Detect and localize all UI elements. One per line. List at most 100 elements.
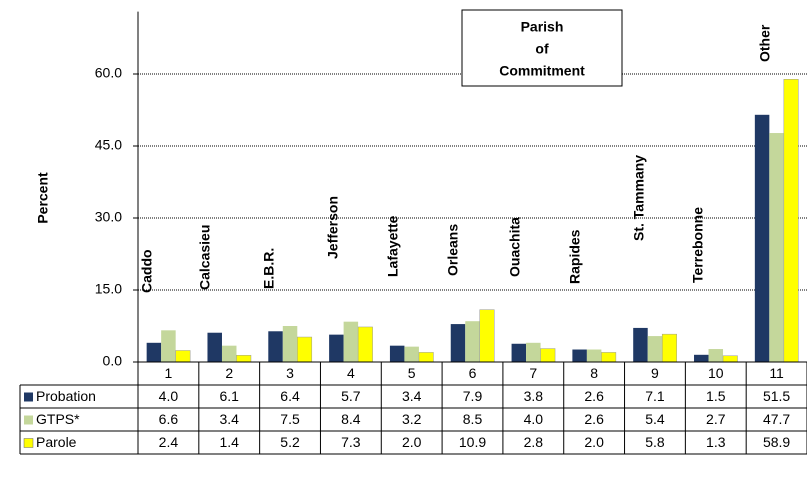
bar: [418, 352, 434, 363]
x-tick-label: 1: [165, 365, 173, 381]
y-axis-label: Percent: [35, 172, 51, 224]
table-value: 2.4: [159, 434, 179, 450]
bar: [647, 336, 663, 362]
table-value: 5.2: [280, 434, 300, 450]
table-value: 2.0: [584, 434, 604, 450]
bar: [404, 346, 419, 362]
parish-label: Terrebonne: [690, 207, 706, 283]
chart-title: of: [535, 41, 549, 57]
bar: [329, 334, 344, 362]
bar: [754, 114, 770, 362]
bar: [479, 309, 495, 363]
x-tick-label: 9: [651, 365, 659, 381]
legend-label: GTPS*: [36, 411, 80, 427]
table-value: 6.6: [159, 411, 179, 427]
bar: [389, 345, 405, 362]
parish-label: Jefferson: [325, 196, 341, 259]
table-value: 4.0: [524, 411, 544, 427]
table-value: 10.9: [459, 434, 486, 450]
x-tick-label: 11: [769, 365, 784, 381]
legend-marker: [23, 438, 34, 448]
title-box: [461, 9, 623, 87]
x-tick-label: 7: [529, 365, 537, 381]
bar: [268, 331, 283, 362]
bar: [661, 333, 677, 363]
bar: [343, 321, 359, 362]
table-value: 4.0: [159, 388, 179, 404]
bar: [146, 342, 162, 362]
bar: [450, 324, 466, 362]
legend-marker: [24, 415, 33, 425]
parish-label: Caddo: [139, 249, 155, 293]
table-value: 1.3: [706, 434, 726, 450]
x-tick-label: 5: [408, 365, 416, 381]
table-value: 1.5: [706, 388, 726, 404]
bar: [207, 332, 222, 362]
table-value: 5.8: [645, 434, 665, 450]
x-tick-label: 3: [286, 365, 294, 381]
parish-label: Other: [757, 24, 773, 62]
y-tick-label: 30.0: [95, 209, 122, 225]
bar: [586, 349, 602, 362]
parish-label: Calcasieu: [197, 225, 213, 290]
x-tick-label: 6: [469, 365, 477, 381]
y-tick-label: 60.0: [95, 65, 122, 81]
chart-title: Commitment: [499, 63, 585, 79]
parish-label: Ouachita: [507, 217, 523, 277]
parish-label: Lafayette: [385, 215, 401, 277]
table-value: 7.9: [463, 388, 483, 404]
x-tick-label: 2: [225, 365, 233, 381]
chart-title: Parish: [521, 19, 564, 35]
bar: [633, 327, 648, 362]
table-value: 7.3: [341, 434, 361, 450]
parish-label: Orleans: [445, 224, 461, 276]
x-tick-label: 4: [347, 365, 355, 381]
table-value: 51.5: [763, 388, 790, 404]
table-value: 7.5: [280, 411, 300, 427]
table-value: 6.4: [280, 388, 300, 404]
legend-label: Probation: [36, 388, 96, 404]
bar: [722, 355, 738, 363]
table-value: 2.6: [584, 388, 604, 404]
x-tick-label: 8: [590, 365, 598, 381]
table-value: 5.4: [645, 411, 665, 427]
parish-label: E.B.R.: [261, 248, 277, 289]
y-tick-label: 0.0: [103, 353, 123, 369]
x-tick-label: 10: [708, 365, 724, 381]
bar: [783, 79, 799, 363]
table-value: 58.9: [763, 434, 790, 450]
table-value: 6.1: [219, 388, 239, 404]
bar: [465, 321, 480, 362]
parish-label: Rapides: [567, 229, 583, 284]
table-value: 3.2: [402, 411, 422, 427]
bar: [161, 330, 176, 362]
y-tick-label: 45.0: [95, 137, 122, 153]
table-value: 2.8: [524, 434, 544, 450]
table-value: 3.8: [524, 388, 544, 404]
table-value: 8.4: [341, 411, 361, 427]
bar: [282, 326, 298, 362]
legend-marker: [24, 392, 33, 402]
bar: [526, 342, 541, 362]
bar: [572, 349, 587, 362]
table-value: 2.0: [402, 434, 422, 450]
table-value: 1.4: [219, 434, 239, 450]
bar: [511, 343, 527, 362]
bar: [769, 133, 784, 362]
bar: [694, 354, 709, 362]
table-value: 47.7: [763, 411, 790, 427]
table-value: 7.1: [645, 388, 665, 404]
y-tick-label: 15.0: [95, 281, 122, 297]
bar: [297, 336, 313, 363]
bar: [601, 352, 617, 363]
bar: [175, 350, 191, 363]
table-value: 5.7: [341, 388, 361, 404]
table-value: 3.4: [219, 411, 239, 427]
bar: [708, 349, 724, 362]
bar: [540, 348, 556, 363]
bar: [221, 345, 237, 362]
bar: [236, 355, 252, 363]
table-value: 3.4: [402, 388, 422, 404]
table-value: 8.5: [463, 411, 483, 427]
table-value: 2.7: [706, 411, 726, 427]
